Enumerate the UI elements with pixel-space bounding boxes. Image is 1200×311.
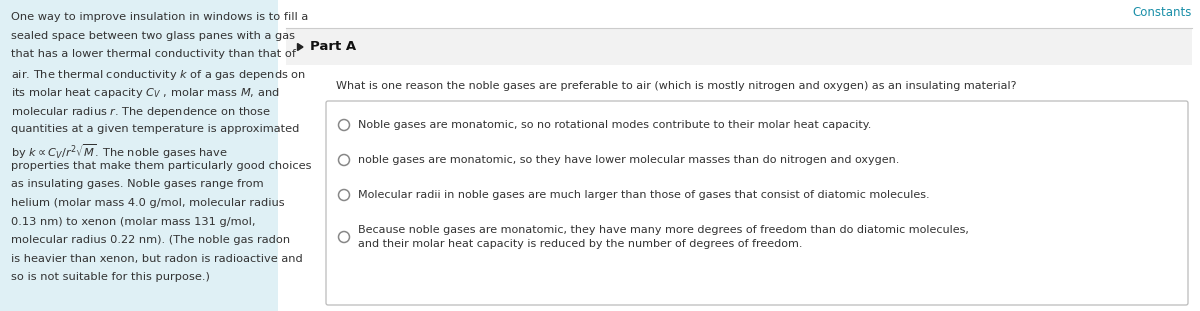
- Text: air. The thermal conductivity $k$ of a gas depends on: air. The thermal conductivity $k$ of a g…: [11, 68, 306, 82]
- Polygon shape: [298, 44, 302, 50]
- Text: What is one reason the noble gases are preferable to air (which is mostly nitrog: What is one reason the noble gases are p…: [336, 81, 1016, 91]
- Text: molecular radius $r$. The dependence on those: molecular radius $r$. The dependence on …: [11, 105, 271, 119]
- Text: noble gases are monatomic, so they have lower molecular masses than do nitrogen : noble gases are monatomic, so they have …: [358, 155, 899, 165]
- Text: One way to improve insulation in windows is to fill a: One way to improve insulation in windows…: [11, 12, 308, 22]
- Text: and their molar heat capacity is reduced by the number of degrees of freedom.: and their molar heat capacity is reduced…: [358, 239, 803, 249]
- Circle shape: [338, 119, 349, 131]
- Circle shape: [338, 231, 349, 243]
- Circle shape: [338, 155, 349, 165]
- Text: that has a lower thermal conductivity than that of: that has a lower thermal conductivity th…: [11, 49, 296, 59]
- FancyBboxPatch shape: [326, 101, 1188, 305]
- Text: by $k \propto C_V/r^2\sqrt{M}$. The noble gases have: by $k \propto C_V/r^2\sqrt{M}$. The nobl…: [11, 142, 228, 161]
- Text: properties that make them particularly good choices: properties that make them particularly g…: [11, 161, 312, 171]
- Text: molecular radius 0.22 nm). (The noble gas radon: molecular radius 0.22 nm). (The noble ga…: [11, 235, 290, 245]
- Text: so is not suitable for this purpose.): so is not suitable for this purpose.): [11, 272, 210, 282]
- Text: Because noble gases are monatomic, they have many more degrees of freedom than d: Because noble gases are monatomic, they …: [358, 225, 968, 235]
- Text: Part A: Part A: [310, 40, 356, 53]
- Text: Constants: Constants: [1133, 6, 1192, 19]
- Text: is heavier than xenon, but radon is radioactive and: is heavier than xenon, but radon is radi…: [11, 254, 302, 264]
- Text: as insulating gases. Noble gases range from: as insulating gases. Noble gases range f…: [11, 179, 264, 189]
- Text: helium (molar mass 4.0 g/mol, molecular radius: helium (molar mass 4.0 g/mol, molecular …: [11, 198, 284, 208]
- FancyBboxPatch shape: [0, 0, 278, 311]
- Text: 0.13 nm) to xenon (molar mass 131 g/mol,: 0.13 nm) to xenon (molar mass 131 g/mol,: [11, 216, 256, 227]
- FancyBboxPatch shape: [286, 29, 1192, 65]
- Text: its molar heat capacity $C_V$ , molar mass $M$, and: its molar heat capacity $C_V$ , molar ma…: [11, 86, 280, 100]
- Text: sealed space between two glass panes with a gas: sealed space between two glass panes wit…: [11, 30, 295, 41]
- Text: quantities at a given temperature is approximated: quantities at a given temperature is app…: [11, 123, 299, 134]
- Text: Noble gases are monatomic, so no rotational modes contribute to their molar heat: Noble gases are monatomic, so no rotatio…: [358, 120, 871, 130]
- Circle shape: [338, 189, 349, 201]
- Text: Molecular radii in noble gases are much larger than those of gases that consist : Molecular radii in noble gases are much …: [358, 190, 930, 200]
